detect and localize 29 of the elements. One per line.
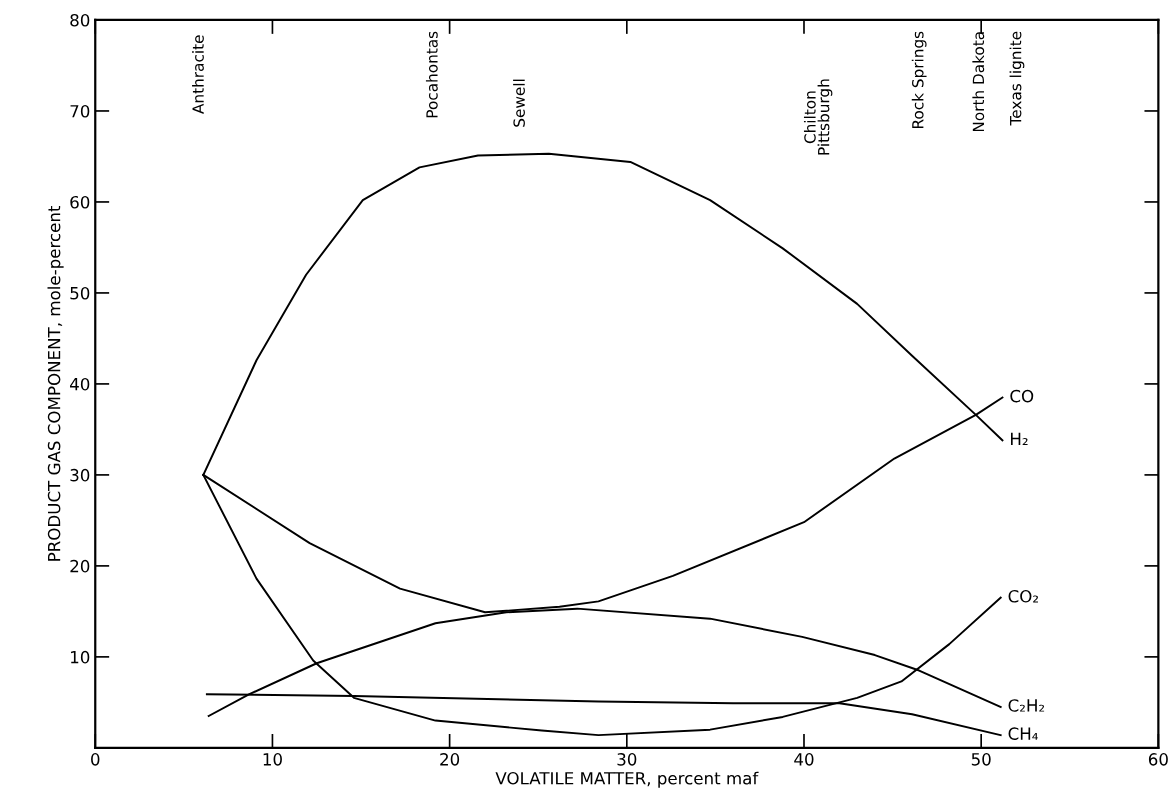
- series-label: CH₄: [1008, 727, 1038, 740]
- series-label: H₂: [1011, 432, 1028, 445]
- annotation: Chilton Pittsburgh: [803, 79, 833, 155]
- y-tick-label: 50: [70, 286, 90, 300]
- x-tick-label: 50: [971, 753, 991, 766]
- annotation: Sewell: [513, 79, 525, 127]
- x-tick-label: 40: [794, 753, 814, 766]
- y-tick-label: 70: [70, 104, 90, 118]
- annotation: Rock Springs: [911, 31, 927, 129]
- x-tick-label: 60: [1148, 753, 1168, 766]
- x-axis-title: VOLATILE MATTER, percent maf: [495, 771, 759, 788]
- y-tick-label: 80: [70, 13, 90, 27]
- x-tick-label: 10: [263, 753, 282, 766]
- annotation: Pocahontas: [425, 31, 438, 118]
- x-tick-label: 20: [440, 753, 460, 766]
- y-axis-title: PRODUCT GAS COMPONENT, mole-percent: [47, 205, 64, 561]
- y-tick-label: 40: [70, 377, 90, 391]
- series-label: CO₂: [1008, 589, 1038, 603]
- y-tick-label: 60: [70, 195, 90, 209]
- annotation: Anthracite: [192, 35, 204, 114]
- y-tick-label: 20: [70, 559, 90, 573]
- y-tick-label: 30: [70, 468, 90, 482]
- y-tick-label: 10: [71, 650, 90, 664]
- series-label: C₂H₂: [1008, 699, 1045, 712]
- series-label: CO: [1010, 389, 1034, 403]
- annotation: North Dakota: [972, 32, 985, 132]
- x-tick-label: 0: [91, 753, 100, 766]
- x-tick-label: 30: [617, 753, 637, 766]
- annotation: Texas lignite: [1009, 31, 1025, 126]
